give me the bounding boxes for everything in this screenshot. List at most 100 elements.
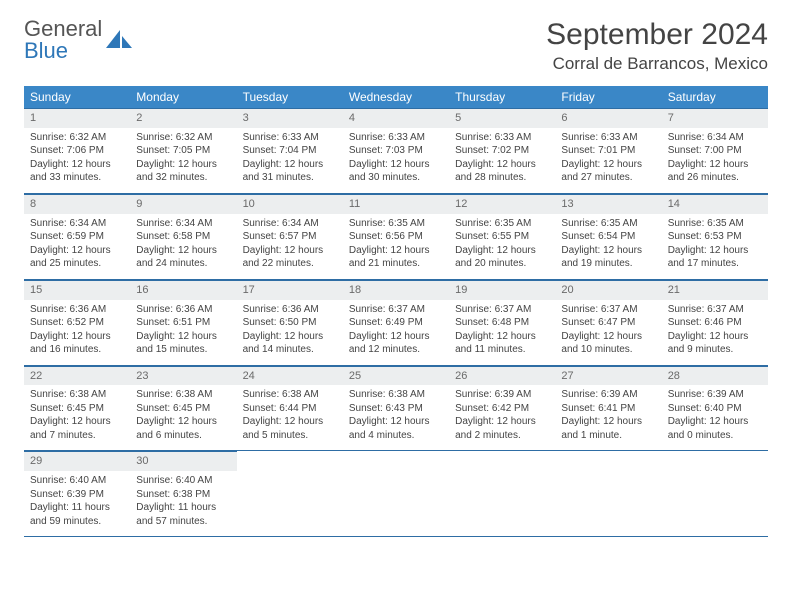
day-body: Sunrise: 6:40 AMSunset: 6:39 PMDaylight:… bbox=[24, 471, 130, 536]
month-title: September 2024 bbox=[546, 18, 768, 52]
sunrise-text: Sunrise: 6:39 AM bbox=[668, 388, 762, 402]
day-number: 17 bbox=[237, 280, 343, 300]
day-body: Sunrise: 6:37 AMSunset: 6:49 PMDaylight:… bbox=[343, 300, 449, 365]
sunrise-text: Sunrise: 6:36 AM bbox=[136, 303, 230, 317]
sunrise-text: Sunrise: 6:33 AM bbox=[243, 131, 337, 145]
daylight-text: Daylight: 12 hours and 21 minutes. bbox=[349, 244, 443, 271]
daylight-text: Daylight: 12 hours and 6 minutes. bbox=[136, 415, 230, 442]
sunrise-text: Sunrise: 6:34 AM bbox=[136, 217, 230, 231]
daylight-text: Daylight: 12 hours and 16 minutes. bbox=[30, 330, 124, 357]
day-body: Sunrise: 6:38 AMSunset: 6:44 PMDaylight:… bbox=[237, 385, 343, 450]
calendar-cell bbox=[449, 451, 555, 537]
location-label: Corral de Barrancos, Mexico bbox=[546, 54, 768, 74]
calendar-cell: 4Sunrise: 6:33 AMSunset: 7:03 PMDaylight… bbox=[343, 108, 449, 193]
day-number: 5 bbox=[449, 108, 555, 128]
day-body: Sunrise: 6:33 AMSunset: 7:01 PMDaylight:… bbox=[555, 128, 661, 193]
sunrise-text: Sunrise: 6:38 AM bbox=[30, 388, 124, 402]
title-block: September 2024 Corral de Barrancos, Mexi… bbox=[546, 18, 768, 74]
daylight-text: Daylight: 12 hours and 7 minutes. bbox=[30, 415, 124, 442]
day-number: 9 bbox=[130, 194, 236, 214]
sunrise-text: Sunrise: 6:35 AM bbox=[668, 217, 762, 231]
calendar-cell: 24Sunrise: 6:38 AMSunset: 6:44 PMDayligh… bbox=[237, 365, 343, 451]
calendar-cell: 23Sunrise: 6:38 AMSunset: 6:45 PMDayligh… bbox=[130, 365, 236, 451]
calendar-cell bbox=[662, 451, 768, 537]
day-number: 16 bbox=[130, 280, 236, 300]
calendar-row: 22Sunrise: 6:38 AMSunset: 6:45 PMDayligh… bbox=[24, 365, 768, 451]
day-body: Sunrise: 6:32 AMSunset: 7:05 PMDaylight:… bbox=[130, 128, 236, 193]
sunrise-text: Sunrise: 6:33 AM bbox=[349, 131, 443, 145]
sunset-text: Sunset: 6:49 PM bbox=[349, 316, 443, 330]
sunset-text: Sunset: 6:39 PM bbox=[30, 488, 124, 502]
day-body: Sunrise: 6:38 AMSunset: 6:45 PMDaylight:… bbox=[24, 385, 130, 450]
sunrise-text: Sunrise: 6:36 AM bbox=[243, 303, 337, 317]
sunset-text: Sunset: 6:44 PM bbox=[243, 402, 337, 416]
calendar-cell: 21Sunrise: 6:37 AMSunset: 6:46 PMDayligh… bbox=[662, 279, 768, 365]
calendar-cell: 20Sunrise: 6:37 AMSunset: 6:47 PMDayligh… bbox=[555, 279, 661, 365]
calendar-cell: 15Sunrise: 6:36 AMSunset: 6:52 PMDayligh… bbox=[24, 279, 130, 365]
day-number: 1 bbox=[24, 108, 130, 128]
sunset-text: Sunset: 7:05 PM bbox=[136, 144, 230, 158]
sunrise-text: Sunrise: 6:38 AM bbox=[349, 388, 443, 402]
day-number: 27 bbox=[555, 366, 661, 386]
weekday-header: Wednesday bbox=[343, 86, 449, 108]
weekday-header: Monday bbox=[130, 86, 236, 108]
sunset-text: Sunset: 6:57 PM bbox=[243, 230, 337, 244]
daylight-text: Daylight: 12 hours and 24 minutes. bbox=[136, 244, 230, 271]
daylight-text: Daylight: 12 hours and 31 minutes. bbox=[243, 158, 337, 185]
day-body: Sunrise: 6:38 AMSunset: 6:45 PMDaylight:… bbox=[130, 385, 236, 450]
weekday-header: Friday bbox=[555, 86, 661, 108]
sunset-text: Sunset: 6:53 PM bbox=[668, 230, 762, 244]
calendar-cell: 11Sunrise: 6:35 AMSunset: 6:56 PMDayligh… bbox=[343, 193, 449, 279]
sunset-text: Sunset: 7:02 PM bbox=[455, 144, 549, 158]
sunset-text: Sunset: 6:48 PM bbox=[455, 316, 549, 330]
calendar-cell: 28Sunrise: 6:39 AMSunset: 6:40 PMDayligh… bbox=[662, 365, 768, 451]
daylight-text: Daylight: 12 hours and 10 minutes. bbox=[561, 330, 655, 357]
daylight-text: Daylight: 12 hours and 9 minutes. bbox=[668, 330, 762, 357]
weekday-header: Tuesday bbox=[237, 86, 343, 108]
sunset-text: Sunset: 6:54 PM bbox=[561, 230, 655, 244]
sunrise-text: Sunrise: 6:34 AM bbox=[243, 217, 337, 231]
calendar-cell: 30Sunrise: 6:40 AMSunset: 6:38 PMDayligh… bbox=[130, 451, 236, 537]
day-number: 30 bbox=[130, 451, 236, 471]
day-body: Sunrise: 6:37 AMSunset: 6:48 PMDaylight:… bbox=[449, 300, 555, 365]
day-number: 24 bbox=[237, 366, 343, 386]
sunset-text: Sunset: 6:52 PM bbox=[30, 316, 124, 330]
day-body: Sunrise: 6:35 AMSunset: 6:56 PMDaylight:… bbox=[343, 214, 449, 279]
calendar-cell: 19Sunrise: 6:37 AMSunset: 6:48 PMDayligh… bbox=[449, 279, 555, 365]
calendar-cell: 16Sunrise: 6:36 AMSunset: 6:51 PMDayligh… bbox=[130, 279, 236, 365]
calendar-cell: 2Sunrise: 6:32 AMSunset: 7:05 PMDaylight… bbox=[130, 108, 236, 193]
day-number: 2 bbox=[130, 108, 236, 128]
weekday-header-row: Sunday Monday Tuesday Wednesday Thursday… bbox=[24, 86, 768, 108]
sunset-text: Sunset: 6:47 PM bbox=[561, 316, 655, 330]
day-body: Sunrise: 6:36 AMSunset: 6:50 PMDaylight:… bbox=[237, 300, 343, 365]
calendar-cell: 12Sunrise: 6:35 AMSunset: 6:55 PMDayligh… bbox=[449, 193, 555, 279]
calendar-body: 1 Sunrise: 6:32 AMSunset: 7:06 PM Daylight… bbox=[24, 108, 768, 537]
day-number: 6 bbox=[555, 108, 661, 128]
calendar-cell: 10Sunrise: 6:34 AMSunset: 6:57 PMDayligh… bbox=[237, 193, 343, 279]
brand-logo: General Blue bbox=[24, 18, 134, 62]
calendar-cell bbox=[555, 451, 661, 537]
day-body: Sunrise: 6:37 AMSunset: 6:46 PMDaylight:… bbox=[662, 300, 768, 365]
calendar-cell bbox=[343, 451, 449, 537]
daylight-text: Daylight: 12 hours and 22 minutes. bbox=[243, 244, 337, 271]
calendar-cell: 7Sunrise: 6:34 AMSunset: 7:00 PMDaylight… bbox=[662, 108, 768, 193]
calendar-cell: 17Sunrise: 6:36 AMSunset: 6:50 PMDayligh… bbox=[237, 279, 343, 365]
sunset-text: Sunset: 6:45 PM bbox=[30, 402, 124, 416]
sunset-text: Sunset: 7:06 PM bbox=[30, 144, 124, 158]
sunrise-text: Sunrise: 6:40 AM bbox=[30, 474, 124, 488]
day-number: 12 bbox=[449, 194, 555, 214]
daylight-text: Daylight: 12 hours and 32 minutes. bbox=[136, 158, 230, 185]
sunrise-text: Sunrise: 6:32 AM bbox=[30, 131, 124, 145]
sunrise-text: Sunrise: 6:39 AM bbox=[561, 388, 655, 402]
sunset-text: Sunset: 6:41 PM bbox=[561, 402, 655, 416]
calendar-cell: 18Sunrise: 6:37 AMSunset: 6:49 PMDayligh… bbox=[343, 279, 449, 365]
calendar-cell: 22Sunrise: 6:38 AMSunset: 6:45 PMDayligh… bbox=[24, 365, 130, 451]
day-body: Sunrise: 6:36 AMSunset: 6:51 PMDaylight:… bbox=[130, 300, 236, 365]
day-number: 7 bbox=[662, 108, 768, 128]
weekday-header: Thursday bbox=[449, 86, 555, 108]
day-body: Sunrise: 6:39 AMSunset: 6:40 PMDaylight:… bbox=[662, 385, 768, 450]
sunset-text: Sunset: 6:58 PM bbox=[136, 230, 230, 244]
day-number: 21 bbox=[662, 280, 768, 300]
calendar-row: 1 Sunrise: 6:32 AMSunset: 7:06 PM Daylight… bbox=[24, 108, 768, 193]
day-body: Sunrise: 6:40 AMSunset: 6:38 PMDaylight:… bbox=[130, 471, 236, 536]
